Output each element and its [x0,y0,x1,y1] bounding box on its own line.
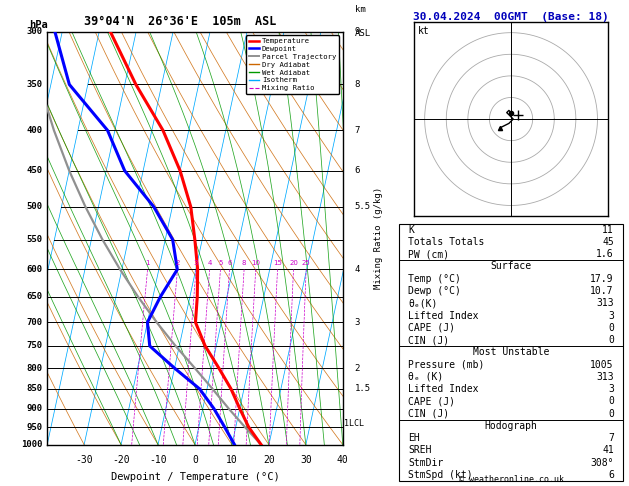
Text: 308°: 308° [590,458,614,468]
Text: 750: 750 [26,342,43,350]
Text: 5: 5 [218,260,223,266]
Text: 900: 900 [26,404,43,413]
Text: ASL: ASL [355,30,371,38]
Text: 650: 650 [26,293,43,301]
Text: 7: 7 [355,126,360,135]
Text: 300: 300 [26,27,43,36]
Text: 5.5: 5.5 [355,202,371,211]
Text: 3: 3 [355,318,360,327]
Text: 1000: 1000 [21,440,43,449]
Text: θₑ (K): θₑ (K) [408,372,443,382]
Text: 4: 4 [208,260,212,266]
Text: 1005: 1005 [590,360,614,370]
Text: θₑ(K): θₑ(K) [408,298,438,308]
Text: 1.5: 1.5 [355,384,371,394]
Text: 600: 600 [26,265,43,274]
Text: 30: 30 [300,455,312,465]
Text: EH: EH [408,433,420,443]
Text: -30: -30 [75,455,93,465]
Text: hPa: hPa [30,19,48,30]
Text: kt: kt [418,26,430,36]
Text: 7: 7 [608,433,614,443]
Text: 850: 850 [26,384,43,394]
Text: Totals Totals: Totals Totals [408,237,485,247]
Text: CIN (J): CIN (J) [408,335,450,345]
Text: 4: 4 [355,265,360,274]
Text: 40: 40 [337,455,348,465]
Text: 8: 8 [242,260,247,266]
Text: 1.6: 1.6 [596,249,614,259]
Text: Most Unstable: Most Unstable [473,347,549,357]
Text: 800: 800 [26,364,43,373]
Text: © weatheronline.co.uk: © weatheronline.co.uk [459,474,564,484]
Text: 450: 450 [26,166,43,175]
Text: 0: 0 [192,455,198,465]
Text: 3: 3 [194,260,198,266]
Text: 20: 20 [289,260,298,266]
Text: 20: 20 [263,455,275,465]
Text: 700: 700 [26,318,43,327]
Text: 0: 0 [608,323,614,333]
Text: 6: 6 [355,166,360,175]
Text: 550: 550 [26,235,43,244]
Text: 400: 400 [26,126,43,135]
Text: 3: 3 [608,311,614,321]
Text: 313: 313 [596,372,614,382]
Text: CAPE (J): CAPE (J) [408,323,455,333]
Text: 3: 3 [608,384,614,394]
Text: 0: 0 [608,397,614,406]
Text: 0: 0 [608,335,614,345]
Text: 313: 313 [596,298,614,308]
Text: Mixing Ratio (g/kg): Mixing Ratio (g/kg) [374,187,384,289]
Text: Hodograph: Hodograph [484,421,538,431]
Text: StmSpd (kt): StmSpd (kt) [408,470,473,480]
Text: PW (cm): PW (cm) [408,249,450,259]
Text: 350: 350 [26,80,43,89]
Text: 10: 10 [251,260,260,266]
Text: Dewp (°C): Dewp (°C) [408,286,461,296]
Text: 500: 500 [26,202,43,211]
Text: 15: 15 [273,260,282,266]
Text: 10: 10 [226,455,238,465]
Text: -20: -20 [112,455,130,465]
Text: 10.7: 10.7 [590,286,614,296]
Text: 9: 9 [355,27,360,36]
Text: 25: 25 [302,260,311,266]
Text: Lifted Index: Lifted Index [408,384,479,394]
Text: 1LCL: 1LCL [344,419,364,428]
Text: 2: 2 [355,364,360,373]
Text: Pressure (mb): Pressure (mb) [408,360,485,370]
Text: 30.04.2024  00GMT  (Base: 18): 30.04.2024 00GMT (Base: 18) [413,12,609,22]
Text: Temp (°C): Temp (°C) [408,274,461,284]
Text: 45: 45 [602,237,614,247]
Text: km: km [355,5,365,15]
Text: K: K [408,225,415,235]
Text: CIN (J): CIN (J) [408,409,450,418]
Text: 950: 950 [26,423,43,432]
Text: 1: 1 [145,260,150,266]
Text: 2: 2 [175,260,180,266]
Text: 39°04'N  26°36'E  105m  ASL: 39°04'N 26°36'E 105m ASL [84,15,276,28]
Text: StmDir: StmDir [408,458,443,468]
Text: Lifted Index: Lifted Index [408,311,479,321]
Text: CAPE (J): CAPE (J) [408,397,455,406]
Text: -10: -10 [149,455,167,465]
Text: 11: 11 [602,225,614,235]
Text: 6: 6 [608,470,614,480]
Text: 0: 0 [608,409,614,418]
Text: 8: 8 [355,80,360,89]
Text: Surface: Surface [491,261,532,272]
Text: 17.9: 17.9 [590,274,614,284]
Legend: Temperature, Dewpoint, Parcel Trajectory, Dry Adiabat, Wet Adiabat, Isotherm, Mi: Temperature, Dewpoint, Parcel Trajectory… [246,35,339,94]
Text: 41: 41 [602,446,614,455]
Text: SREH: SREH [408,446,432,455]
Text: Dewpoint / Temperature (°C): Dewpoint / Temperature (°C) [111,471,279,482]
Text: 6: 6 [227,260,231,266]
